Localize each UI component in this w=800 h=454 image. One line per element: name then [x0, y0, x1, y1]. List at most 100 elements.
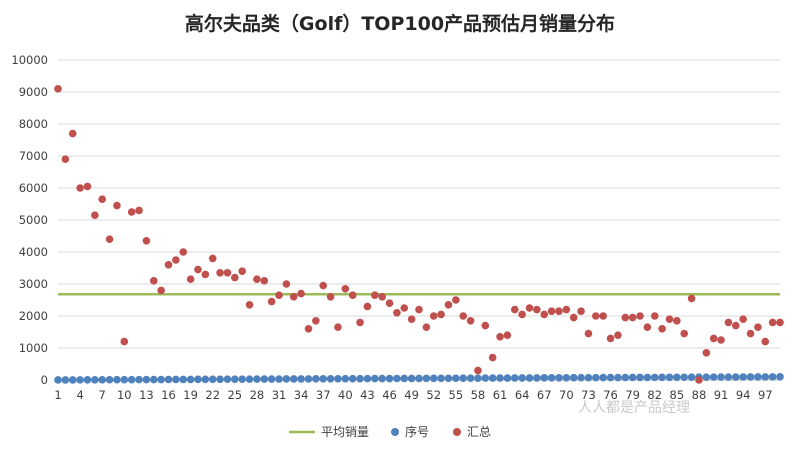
total-point: [113, 201, 121, 210]
index-point: [768, 373, 777, 381]
index-point: [208, 375, 217, 384]
x-axis-ticks: 1 4 7 10 13 16 19 22 25 28 31 34 37 40 43 46 49 52 55 58 61 6…: [54, 388, 772, 402]
index-point: [547, 374, 556, 382]
total-point: [135, 206, 143, 215]
legend: 平均销量 序号 汇总: [289, 424, 491, 439]
total-point: [687, 294, 696, 303]
total-point: [149, 277, 158, 285]
total-point: [695, 376, 703, 384]
total-point: [761, 337, 770, 346]
y-tick-label: 10000: [11, 53, 48, 67]
y-tick-label: 8000: [19, 117, 48, 131]
index-point: [105, 375, 114, 384]
index-point: [312, 375, 320, 383]
index-series: [54, 373, 784, 384]
total-point: [120, 337, 129, 346]
total-point: [673, 317, 681, 325]
total-point: [91, 211, 99, 219]
total-point: [76, 184, 84, 192]
index-point: [496, 374, 504, 382]
x-tick-label: 43: [360, 388, 375, 402]
total-point: [429, 312, 438, 320]
x-tick-label: 49: [404, 388, 419, 402]
index-point: [592, 373, 600, 382]
total-point: [127, 208, 136, 216]
total-point: [510, 305, 519, 314]
index-point: [555, 373, 563, 382]
total-point: [289, 293, 298, 301]
index-point: [127, 375, 136, 384]
total-series: [54, 85, 784, 384]
total-point: [334, 323, 342, 332]
total-point: [253, 275, 261, 284]
total-point: [370, 291, 379, 300]
total-point: [731, 321, 740, 330]
index-point: [260, 375, 269, 383]
total-point: [503, 331, 512, 340]
x-tick-label: 31: [272, 388, 287, 402]
total-point: [702, 349, 711, 357]
index-point: [540, 374, 549, 382]
x-tick-label: 64: [515, 388, 530, 402]
total-point: [525, 304, 534, 312]
total-point: [680, 329, 689, 338]
total-point: [466, 317, 475, 325]
total-point: [363, 302, 372, 311]
total-point: [422, 323, 431, 332]
total-point: [650, 312, 659, 320]
total-point: [709, 334, 718, 343]
total-point: [614, 331, 622, 340]
index-point: [61, 376, 70, 384]
total-point: [444, 301, 453, 309]
x-tick-label: 1: [54, 388, 61, 402]
index-point: [510, 374, 519, 382]
index-point: [289, 375, 298, 383]
x-tick-label: 7: [99, 388, 106, 402]
index-point: [157, 375, 165, 384]
total-point: [415, 305, 423, 314]
index-point: [687, 373, 696, 382]
total-point: [98, 195, 107, 203]
index-point: [636, 373, 644, 382]
index-point: [149, 375, 158, 384]
x-tick-label: 28: [250, 388, 265, 402]
y-axis-ticks: 0 1000 2000 3000 4000 5000 6000 7000 8000 9000 100…: [11, 53, 48, 387]
index-point: [754, 373, 762, 381]
x-tick-label: 85: [670, 388, 685, 402]
total-point: [201, 270, 210, 279]
total-point: [665, 315, 674, 324]
total-point: [378, 293, 386, 301]
total-point: [157, 286, 165, 295]
index-point: [142, 375, 151, 384]
y-tick-label: 6000: [19, 181, 48, 195]
total-point: [61, 155, 70, 163]
x-tick-label: 67: [537, 388, 552, 402]
index-point: [334, 374, 342, 383]
legend-swatch-index: [391, 428, 399, 436]
index-point: [253, 375, 261, 383]
index-point: [614, 373, 622, 382]
index-point: [385, 374, 394, 383]
index-point: [98, 375, 107, 384]
total-point: [459, 312, 468, 320]
index-point: [201, 375, 210, 384]
index-point: [533, 374, 541, 382]
index-point: [562, 373, 571, 382]
index-point: [172, 375, 180, 384]
x-tick-label: 22: [205, 388, 220, 402]
total-point: [628, 313, 637, 322]
total-point: [776, 318, 784, 327]
total-point: [636, 312, 644, 320]
total-point: [437, 310, 445, 319]
index-point: [702, 373, 711, 381]
index-point: [503, 374, 512, 382]
total-point: [540, 310, 549, 319]
index-point: [216, 375, 224, 384]
index-point: [761, 373, 770, 381]
total-point: [746, 329, 755, 338]
index-point: [407, 374, 416, 383]
index-point: [415, 374, 423, 383]
total-point: [474, 366, 482, 375]
total-point: [496, 333, 504, 341]
